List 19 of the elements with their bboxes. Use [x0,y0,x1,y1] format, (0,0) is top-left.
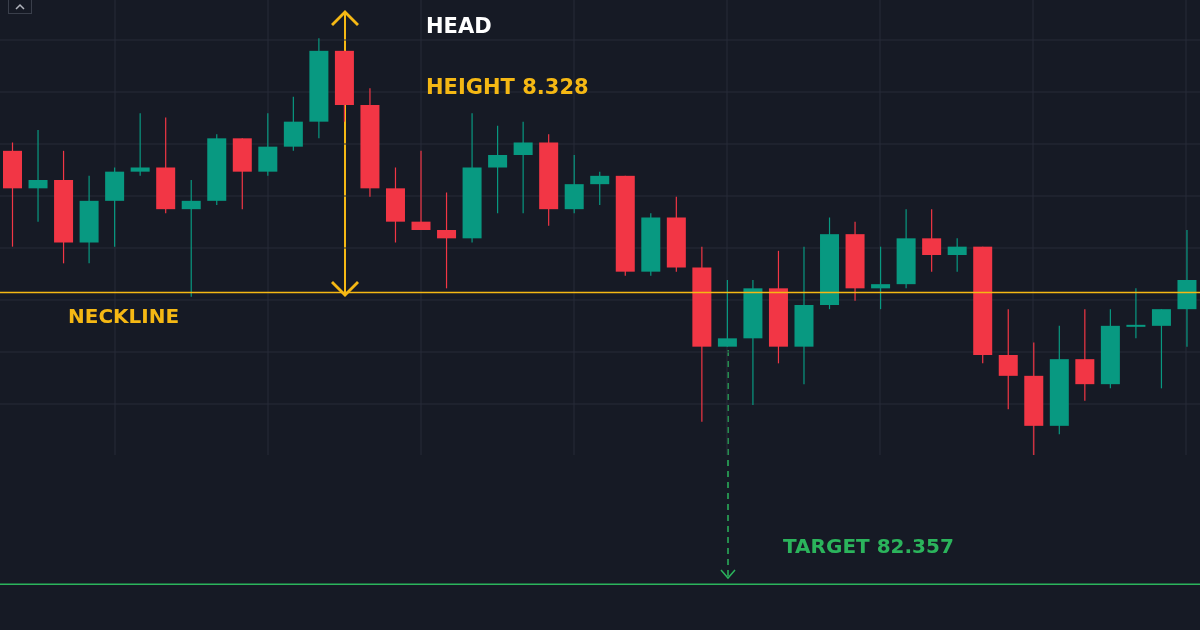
candlestick [28,129,48,223]
candlestick [871,246,891,310]
candlestick [590,171,610,206]
candlestick [1151,308,1171,389]
annotation: HEIGHT 8.328 [426,75,589,99]
candlestick [513,121,533,214]
candlestick [437,191,457,289]
candlestick [998,308,1018,410]
candlestick [1126,287,1146,339]
ref-line-label: NECKLINE [68,303,180,328]
candlestick [717,279,737,348]
ref-line-label: TARGET 82.357 [783,534,954,559]
candlestick [922,208,942,273]
candlestick [130,112,150,177]
candlestick [411,150,431,231]
text: HEAD [426,14,492,38]
candlestick [181,179,201,298]
candlestick [488,125,508,214]
candlestick [947,237,967,273]
